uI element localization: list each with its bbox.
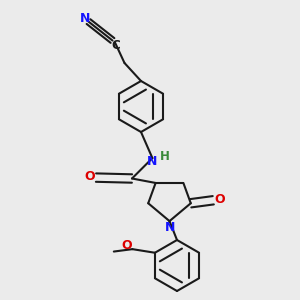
Text: N: N [147, 154, 157, 168]
Text: N: N [165, 220, 176, 234]
Text: H: H [160, 150, 169, 163]
Text: O: O [122, 239, 132, 252]
Text: O: O [84, 170, 95, 183]
Text: N: N [80, 12, 90, 25]
Text: O: O [214, 193, 225, 206]
Text: C: C [111, 39, 120, 52]
